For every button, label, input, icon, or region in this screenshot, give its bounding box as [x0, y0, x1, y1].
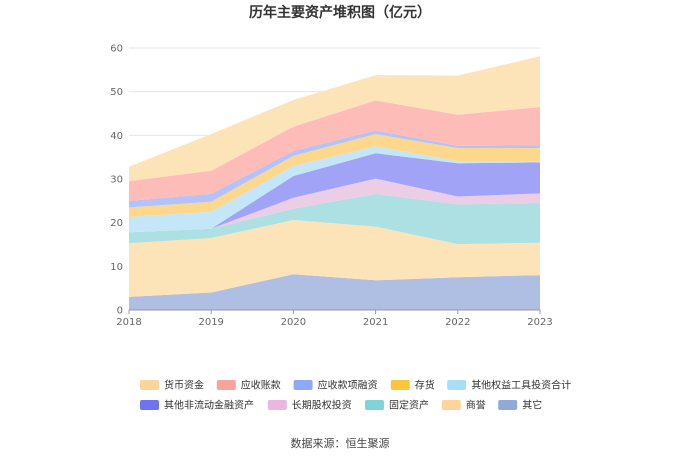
legend-label: 其它: [522, 399, 542, 412]
legend-label: 应收款项融资: [318, 379, 378, 392]
y-tick-label: 50: [110, 87, 123, 98]
area-series-0: [129, 274, 540, 310]
legend-item[interactable]: 存货: [390, 379, 435, 392]
legend-swatch: [267, 400, 287, 410]
legend-label: 应收账款: [241, 379, 281, 392]
legend-swatch: [498, 400, 518, 410]
legend-swatch: [140, 400, 159, 410]
area-series-7: [129, 130, 540, 208]
x-tick-label: 2019: [198, 317, 223, 328]
x-tick-label: 2023: [527, 317, 552, 328]
x-tick-label: 2018: [116, 317, 141, 328]
x-tick-label: 2020: [281, 317, 306, 328]
legend-item[interactable]: 其他非流动金融资产: [140, 399, 254, 412]
legend-label: 存货: [415, 379, 435, 392]
y-tick-label: 0: [117, 306, 123, 317]
y-tick-label: 10: [110, 262, 123, 273]
x-tick-label: 2021: [363, 317, 388, 328]
y-tick-label: 30: [110, 175, 123, 186]
x-tick-label: 2022: [445, 317, 470, 328]
legend-swatch: [216, 380, 236, 390]
legend-item[interactable]: 其他权益工具投资合计: [447, 379, 571, 392]
area-series: [129, 56, 540, 310]
legend-item[interactable]: 应收账款: [216, 379, 281, 392]
area-series-4: [129, 153, 540, 233]
legend-swatch: [447, 380, 467, 390]
legend-label: 商誉: [466, 399, 486, 412]
axes: 0 10 20 30 40 50 60 2018 2019 2020 2021 2022 2023: [110, 44, 552, 329]
area-series-6: [129, 134, 540, 217]
data-source: 数据来源：恒生聚源: [291, 436, 390, 450]
legend-label: 其他非流动金融资产: [164, 399, 254, 412]
legend-label: 固定资产: [389, 399, 429, 412]
legend-swatch: [293, 380, 313, 390]
area-series-1: [129, 220, 540, 297]
legend-swatch: [441, 400, 461, 410]
area-series-9: [129, 56, 540, 182]
area-series-2: [129, 193, 540, 245]
y-tick-label: 60: [110, 44, 123, 55]
legend-item[interactable]: 应收款项融资: [293, 379, 378, 392]
area-series-8: [129, 100, 540, 201]
area-series-3: [129, 178, 540, 233]
legend-item[interactable]: 其它: [498, 399, 542, 412]
legend-label: 长期股权投资: [292, 399, 352, 412]
legend-label: 其他权益工具投资合计: [471, 379, 571, 392]
legend-item[interactable]: 长期股权投资: [267, 399, 352, 412]
area-series-5: [129, 146, 540, 233]
legend-swatch: [390, 380, 410, 390]
y-tick-label: 20: [110, 218, 123, 229]
legend-swatch: [140, 380, 159, 390]
legend-label: 货币资金: [164, 379, 204, 392]
chart-title: 历年主要资产堆积图（亿元）: [249, 4, 431, 21]
y-tick-label: 40: [110, 131, 123, 142]
legend-item[interactable]: 固定资产: [365, 399, 429, 412]
legend-item[interactable]: 货币资金: [140, 379, 204, 392]
legend-swatch: [365, 400, 384, 410]
legend-item[interactable]: 商誉: [441, 399, 486, 412]
